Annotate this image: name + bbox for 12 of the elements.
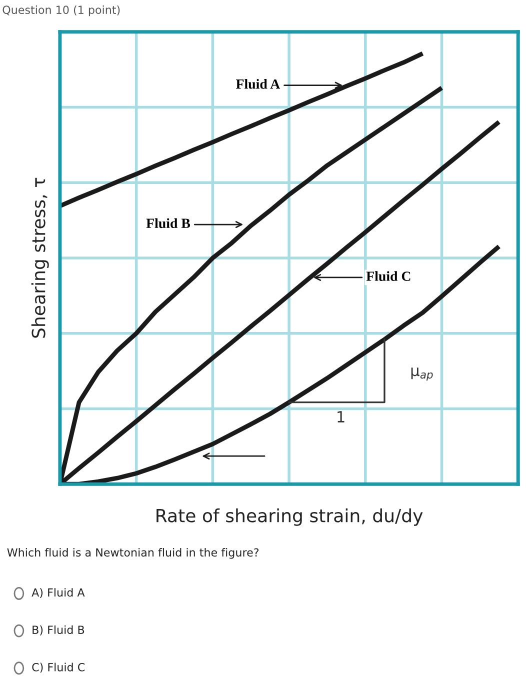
text: B) Fluid B (32, 625, 84, 636)
text: A) Fluid A (32, 588, 85, 598)
y-axis-title: Shearing stress, τ (31, 178, 49, 338)
x-axis-title: Rate of shearing strain, du/dy (156, 508, 423, 526)
text: C) Fluid C (32, 662, 85, 673)
annotation: Fluid A (236, 78, 280, 89)
annotation: Fluid B (146, 218, 190, 228)
annotation: Fluid C (366, 271, 410, 281)
text: Which fluid is a Newtonian fluid in the figure? (7, 548, 259, 559)
annotation: 1 (338, 411, 344, 422)
chart-title: Question 10 (1 point) (2, 5, 120, 16)
annotation: μ$_{ap}$ (411, 368, 433, 381)
